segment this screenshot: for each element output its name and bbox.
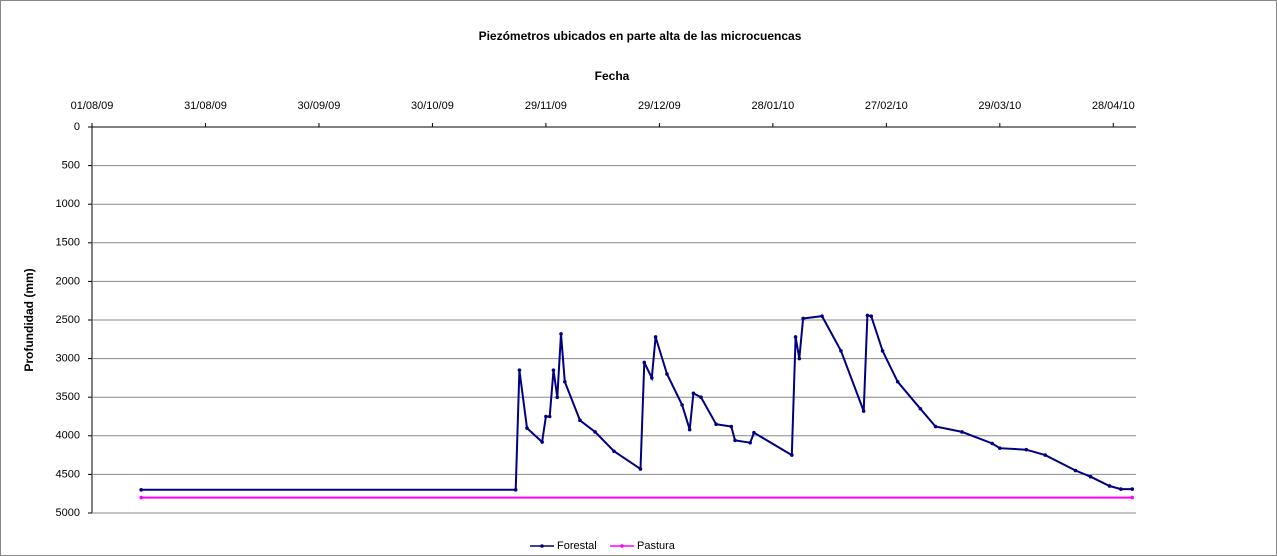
- point-marker: [139, 495, 143, 500]
- y-tick-label: 1000: [56, 198, 80, 210]
- point-marker: [699, 395, 703, 400]
- point-marker: [1119, 487, 1123, 491]
- legend-label: Pastura: [637, 540, 676, 552]
- point-marker: [525, 426, 529, 430]
- y-tick-label: 0: [74, 121, 80, 133]
- x-tick-label: 30/09/09: [298, 100, 341, 112]
- point-marker: [559, 332, 563, 336]
- point-marker: [578, 418, 582, 423]
- chart-title: Piezómetros ubicados en parte alta de la…: [479, 29, 802, 43]
- point-marker: [680, 403, 684, 407]
- legend-label: Forestal: [557, 540, 597, 552]
- point-marker: [650, 376, 654, 380]
- x-tick-label: 31/08/09: [184, 100, 227, 112]
- point-marker: [960, 430, 964, 434]
- x-tick-label: 27/02/10: [865, 100, 908, 112]
- point-marker: [865, 313, 870, 318]
- point-marker: [998, 446, 1002, 450]
- point-marker: [933, 424, 938, 429]
- point-marker: [861, 409, 866, 413]
- point-marker: [748, 440, 752, 445]
- x-tick-label: 01/08/09: [71, 100, 114, 112]
- y-axis-label: Profundidad (mm): [22, 268, 36, 371]
- x-tick-label: 29/12/09: [638, 100, 681, 112]
- point-marker: [1073, 468, 1078, 473]
- x-axis-label: Fecha: [595, 69, 630, 83]
- point-marker: [1130, 495, 1135, 500]
- point-marker: [653, 335, 658, 339]
- point-marker: [714, 422, 718, 427]
- x-tick-label: 28/04/10: [1092, 100, 1135, 112]
- point-marker: [547, 414, 552, 419]
- point-marker: [801, 316, 805, 321]
- y-tick-label: 4000: [56, 430, 80, 442]
- point-marker: [691, 391, 696, 396]
- point-marker: [642, 360, 647, 365]
- point-marker: [733, 438, 737, 443]
- point-marker: [593, 430, 597, 434]
- point-marker: [687, 427, 692, 432]
- y-tick-label: 2000: [56, 275, 80, 287]
- point-marker: [1130, 487, 1135, 491]
- y-tick-label: 4500: [56, 468, 80, 480]
- y-tick-label: 500: [62, 160, 80, 172]
- y-tick-label: 2500: [56, 314, 80, 326]
- point-marker: [638, 467, 643, 471]
- point-marker: [551, 368, 556, 372]
- point-marker: [990, 441, 995, 446]
- point-marker: [820, 314, 824, 318]
- y-tick-label: 5000: [56, 507, 80, 519]
- legend-marker: [540, 544, 544, 548]
- y-tick-label: 3000: [56, 353, 80, 365]
- point-marker: [612, 449, 616, 454]
- y-tick-label: 3500: [56, 391, 80, 403]
- point-marker: [789, 453, 794, 457]
- legend-marker: [620, 544, 624, 548]
- x-tick-label: 30/10/09: [411, 100, 454, 112]
- x-tick-label: 29/11/09: [525, 100, 567, 112]
- point-marker: [139, 488, 143, 492]
- point-marker: [1107, 484, 1112, 488]
- point-marker: [729, 424, 734, 429]
- point-marker: [555, 395, 560, 400]
- point-marker: [665, 372, 669, 376]
- point-marker: [797, 356, 802, 361]
- point-marker: [839, 349, 843, 353]
- y-tick-label: 1500: [56, 237, 80, 249]
- point-marker: [869, 314, 874, 318]
- point-marker: [918, 406, 923, 411]
- point-marker: [544, 414, 548, 419]
- point-marker: [540, 440, 544, 444]
- point-marker: [513, 488, 518, 492]
- x-tick-label: 28/01/10: [751, 100, 794, 112]
- point-marker: [1088, 474, 1093, 479]
- point-marker: [1043, 453, 1048, 457]
- point-marker: [563, 379, 567, 384]
- point-marker: [880, 349, 885, 353]
- point-marker: [895, 379, 900, 384]
- point-marker: [752, 430, 756, 435]
- point-marker: [517, 368, 522, 372]
- x-tick-label: 29/03/10: [978, 100, 1021, 112]
- point-marker: [793, 335, 798, 339]
- point-marker: [1024, 447, 1029, 452]
